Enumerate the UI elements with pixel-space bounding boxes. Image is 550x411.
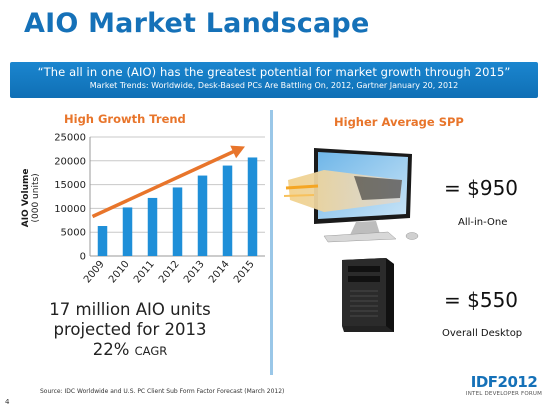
y-tick-label: 0 <box>80 252 86 263</box>
desktop-label: Overall Desktop <box>442 328 523 339</box>
cagr-label: CAGR <box>134 344 168 359</box>
x-tick-labels: 2009 2010 2011 2012 2013 2014 2015 <box>82 259 257 286</box>
left-header: High Growth Trend <box>64 112 186 126</box>
desktop-price: = $550 <box>444 288 519 312</box>
bar-2012 <box>172 187 183 256</box>
projection-line-2: projected for 2013 <box>53 320 207 340</box>
idf-logo: IDF2012 INTEL DEVELOPER FORUM <box>464 373 544 397</box>
bar-2015 <box>247 157 258 256</box>
y-tick-label: 15000 <box>54 180 86 191</box>
aio-price: = $950 <box>444 176 519 200</box>
x-tick-label: 2010 <box>107 259 132 286</box>
logo-main: IDF2012 <box>470 373 538 391</box>
x-tick-label: 2015 <box>232 259 257 286</box>
y-tick-labels: 0 5000 10000 15000 20000 25000 <box>54 133 86 263</box>
y-tick-label: 10000 <box>54 204 86 215</box>
bar-2011 <box>147 197 158 256</box>
chart-bars <box>97 157 258 256</box>
y-tick-label: 5000 <box>61 228 86 239</box>
trend-arrow <box>91 145 245 219</box>
x-tick-label: 2011 <box>132 259 157 286</box>
x-tick-label: 2013 <box>182 259 207 286</box>
right-header: Higher Average SPP <box>334 115 464 129</box>
x-tick-label: 2012 <box>157 259 182 286</box>
trend-arrow-head <box>230 145 245 159</box>
aio-label: All-in-One <box>458 217 508 228</box>
projection-line-1: 17 million AIO units <box>49 300 211 319</box>
bar-2009 <box>97 226 108 256</box>
bar-2010 <box>122 207 133 256</box>
x-tick-label: 2014 <box>207 259 232 286</box>
trend-arrow-shaft <box>91 148 238 219</box>
slide-title: AIO Market Landscape <box>24 8 370 39</box>
quote-banner: “The all in one (AIO) has the greatest p… <box>10 62 538 98</box>
column-divider <box>270 110 273 375</box>
all-in-one-computer-icon <box>284 148 419 243</box>
y-tick-label: 25000 <box>54 133 86 144</box>
source-note: Source: IDC Worldwide and U.S. PC Client… <box>40 388 285 395</box>
y-tick-label: 20000 <box>54 156 86 167</box>
cagr-value: 22% <box>92 340 130 360</box>
bar-2013 <box>197 175 208 256</box>
page-number: 4 <box>5 398 10 406</box>
desktop-tower-icon <box>342 258 394 332</box>
projection-text: 17 million AIO units projected for 2013 … <box>20 300 240 360</box>
quote-text: “The all in one (AIO) has the greatest p… <box>37 65 511 79</box>
bar-2014 <box>222 165 233 256</box>
x-tick-label: 2009 <box>82 259 107 286</box>
logo-sub: INTEL DEVELOPER FORUM <box>465 391 543 397</box>
quote-source: Market Trends: Worldwide, Desk-Based PCs… <box>89 81 459 90</box>
